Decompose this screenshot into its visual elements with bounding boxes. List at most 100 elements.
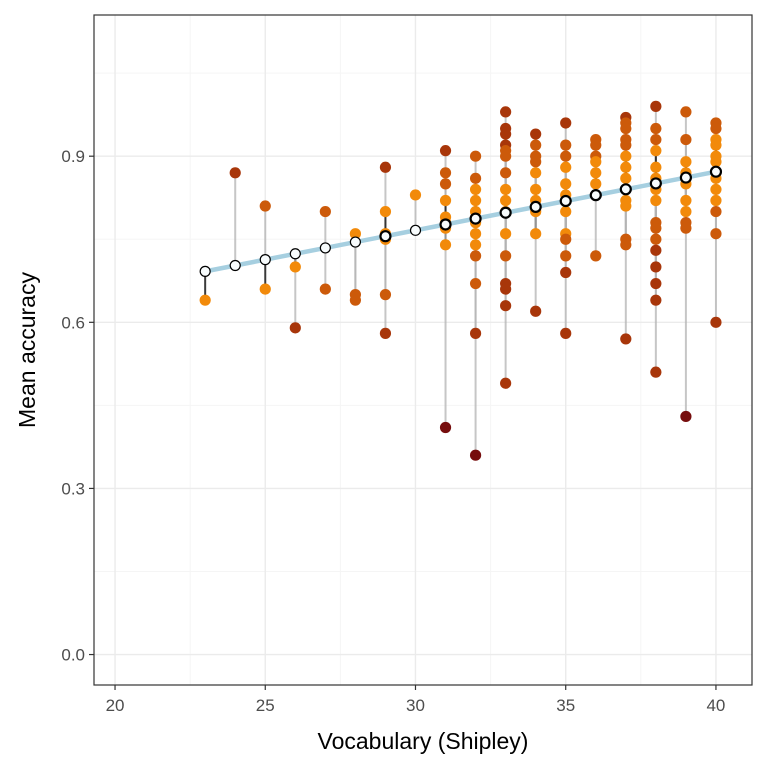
observed-point xyxy=(439,239,452,251)
observed-point xyxy=(560,150,572,162)
observed-point xyxy=(500,128,512,140)
predicted-point xyxy=(679,171,692,184)
observed-point xyxy=(560,178,572,190)
predicted-point xyxy=(409,224,422,236)
observed-point xyxy=(620,161,632,173)
observed-point xyxy=(590,178,602,190)
observed-point xyxy=(439,194,452,207)
observed-point xyxy=(710,194,722,207)
observed-point xyxy=(710,316,722,328)
observed-point xyxy=(650,100,662,112)
observed-point xyxy=(620,239,632,251)
observed-point xyxy=(349,294,361,306)
observed-point xyxy=(650,233,662,245)
observed-point xyxy=(379,205,392,218)
observed-point xyxy=(590,167,602,179)
predicted-point xyxy=(619,183,632,196)
observed-point xyxy=(530,183,542,196)
observed-point xyxy=(500,106,512,118)
predicted-point xyxy=(469,212,482,225)
observed-point xyxy=(409,189,422,201)
minor-gridlines xyxy=(94,15,752,685)
observed-point xyxy=(439,167,452,179)
observed-point xyxy=(469,250,482,262)
observed-point xyxy=(500,300,512,312)
observed-point xyxy=(560,117,572,129)
observed-point xyxy=(439,178,452,190)
observed-point xyxy=(439,421,452,434)
observed-point xyxy=(680,133,692,146)
x-tick-label: 25 xyxy=(256,696,275,715)
observed-point xyxy=(229,167,241,179)
observed-point xyxy=(469,150,482,162)
observed-point xyxy=(469,228,482,240)
predicted-point xyxy=(559,194,572,208)
predicted-point xyxy=(709,165,723,178)
observed-point xyxy=(469,239,482,251)
observed-point xyxy=(530,128,542,140)
observed-point xyxy=(560,327,572,339)
observed-point xyxy=(259,200,271,212)
predicted-point xyxy=(439,218,452,231)
observed-point xyxy=(560,161,572,173)
predicted-point xyxy=(589,189,602,202)
observed-point xyxy=(620,150,632,162)
predicted-point xyxy=(319,242,331,254)
observed-point xyxy=(710,122,722,135)
observed-point xyxy=(620,139,632,151)
observed-point xyxy=(469,449,482,461)
observed-point xyxy=(530,305,542,317)
y-tick-label: 0.3 xyxy=(61,479,85,498)
observed-point xyxy=(379,161,392,173)
observed-point xyxy=(680,156,692,168)
predicted-point xyxy=(379,230,392,243)
observed-point xyxy=(530,139,542,151)
observed-point xyxy=(620,172,632,184)
observed-point xyxy=(620,200,632,212)
observed-point xyxy=(680,194,692,207)
observed-point xyxy=(650,366,662,378)
x-axis-title: Vocabulary (Shipley) xyxy=(318,728,529,754)
y-tick-label: 0.9 xyxy=(61,147,85,166)
observed-point xyxy=(500,283,512,295)
predicted-point xyxy=(499,206,512,219)
predicted-point xyxy=(649,177,662,190)
observed-point xyxy=(469,327,482,339)
observed-point xyxy=(620,333,632,345)
y-tick-label: 0.0 xyxy=(61,646,85,665)
observed-point xyxy=(199,294,211,306)
observed-point xyxy=(500,228,512,240)
observed-point xyxy=(650,277,662,290)
predicted-point xyxy=(529,200,542,213)
observed-point xyxy=(560,233,572,245)
observed-point xyxy=(500,250,512,262)
observed-point xyxy=(500,377,512,389)
observed-point xyxy=(500,150,512,162)
observed-point xyxy=(710,183,722,196)
observed-point xyxy=(500,183,512,196)
observed-point xyxy=(469,194,482,207)
x-tick-label: 30 xyxy=(406,696,425,715)
observed-point xyxy=(560,250,572,262)
observed-point xyxy=(710,228,722,240)
observed-point xyxy=(530,156,542,168)
x-tick-label: 40 xyxy=(706,696,725,715)
observed-point xyxy=(680,205,692,218)
observed-point xyxy=(560,205,572,218)
observed-point xyxy=(319,205,331,218)
observed-point xyxy=(530,167,542,179)
y-axis-title: Mean accuracy xyxy=(14,272,40,428)
observed-point xyxy=(500,194,512,207)
observed-point xyxy=(620,122,632,135)
observed-point xyxy=(590,156,602,168)
observed-point xyxy=(680,410,692,423)
observed-point xyxy=(710,205,722,218)
panel-border xyxy=(93,14,753,686)
observed-point xyxy=(500,167,512,179)
observed-point xyxy=(469,183,482,196)
predicted-point xyxy=(199,265,211,277)
observed-point xyxy=(560,266,572,279)
observed-point xyxy=(590,250,602,262)
